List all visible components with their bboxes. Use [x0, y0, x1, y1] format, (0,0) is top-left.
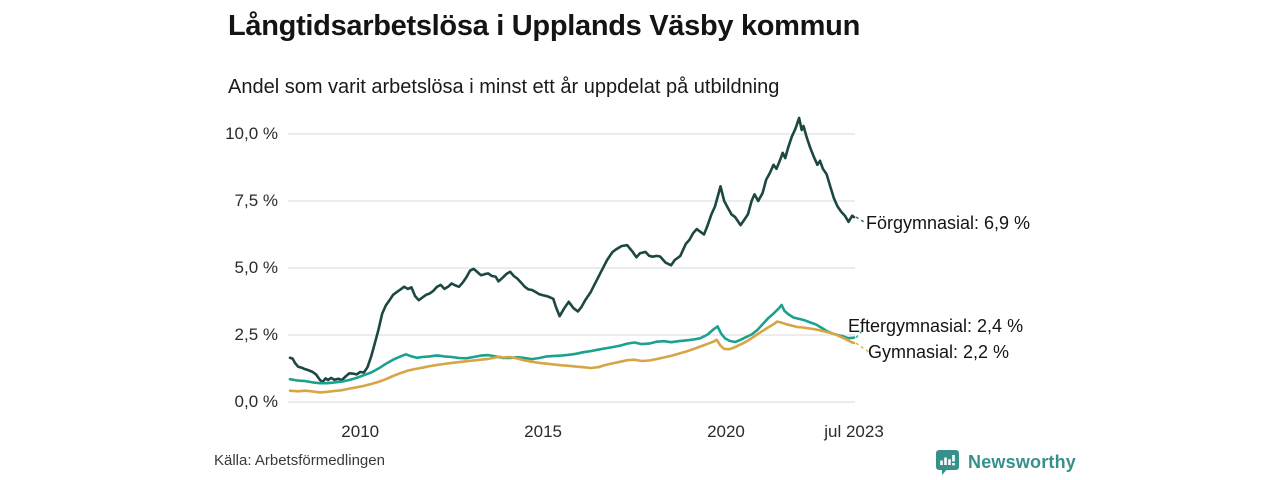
label-connector — [855, 328, 865, 339]
series-line-gymnasial — [288, 320, 856, 394]
series-line-förgymnasial — [288, 116, 856, 384]
x-axis-tick-label: jul 2023 — [824, 422, 884, 441]
y-axis-tick-label: 10,0 % — [225, 124, 278, 143]
newsworthy-wordmark: Newsworthy — [968, 452, 1077, 472]
newsworthy-bubble-chart-icon — [936, 450, 959, 475]
x-axis-tick-label: 2020 — [707, 422, 745, 441]
y-axis-tick-label: 5,0 % — [234, 258, 278, 277]
newsworthy-logo: Newsworthy — [935, 449, 1076, 476]
label-connector — [855, 216, 867, 224]
x-axis-tick-label: 2010 — [341, 422, 380, 441]
x-axis-tick-label: 2015 — [524, 422, 562, 441]
chart-subtitle: Andel som varit arbetslösa i minst ett å… — [228, 76, 780, 98]
series-line-eftergymnasial — [288, 303, 856, 385]
chart-title: Långtidsarbetslösa i Upplands Väsby komm… — [228, 10, 860, 42]
y-axis-tick-label: 2,5 % — [234, 325, 278, 344]
source-note: Källa: Arbetsförmedlingen — [214, 452, 385, 469]
series-end-label-gymnasial: Gymnasial: 2,2 % — [868, 342, 1010, 362]
series-end-label-förgymnasial: Förgymnasial: 6,9 % — [866, 213, 1031, 233]
y-axis-tick-label: 7,5 % — [234, 191, 278, 210]
y-axis-tick-label: 0,0 % — [234, 392, 278, 411]
series-end-label-eftergymnasial: Eftergymnasial: 2,4 % — [848, 316, 1024, 336]
label-connector — [855, 342, 870, 353]
